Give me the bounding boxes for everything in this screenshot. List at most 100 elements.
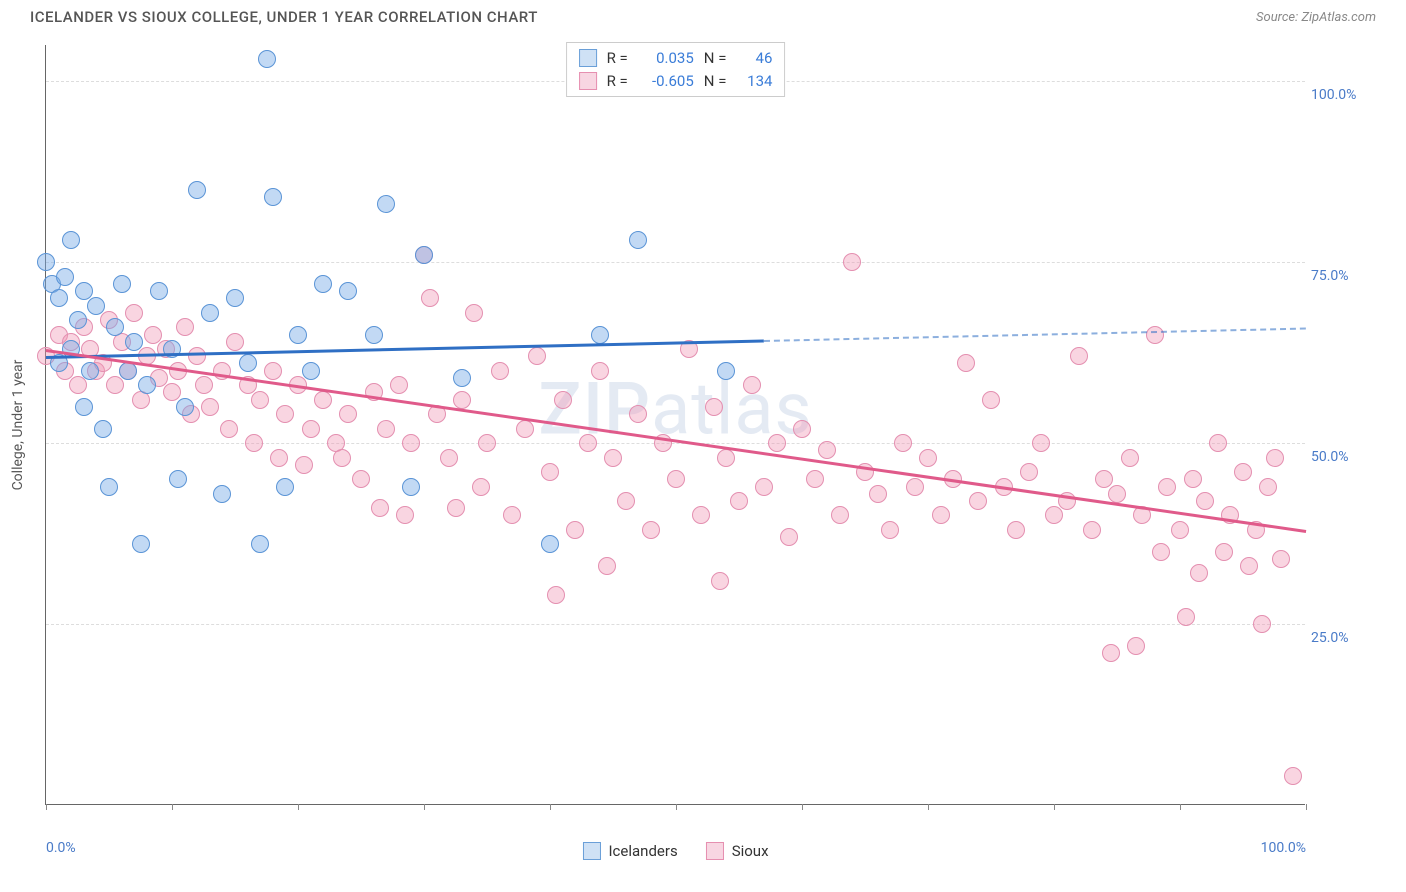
r-value-sioux: -0.605 — [638, 70, 694, 93]
scatter-point-sioux — [516, 420, 534, 438]
scatter-point-sioux — [1259, 478, 1277, 496]
scatter-point-icelanders — [81, 362, 99, 380]
scatter-point-sioux — [919, 449, 937, 467]
scatter-point-icelanders — [339, 282, 357, 300]
x-tick — [172, 804, 173, 810]
scatter-point-sioux — [453, 391, 471, 409]
scatter-point-icelanders — [541, 535, 559, 553]
scatter-point-icelanders — [289, 326, 307, 344]
n-value-icelanders: 46 — [736, 47, 772, 70]
correlation-row-sioux: R = -0.605 N = 134 — [579, 70, 773, 93]
scatter-point-sioux — [806, 470, 824, 488]
scatter-point-sioux — [270, 449, 288, 467]
scatter-point-sioux — [1102, 644, 1120, 662]
x-tick — [298, 804, 299, 810]
scatter-point-sioux — [377, 420, 395, 438]
y-tick-label: 100.0% — [1311, 87, 1391, 103]
x-tick — [550, 804, 551, 810]
scatter-point-icelanders — [226, 289, 244, 307]
r-label: R = — [607, 47, 628, 70]
scatter-point-sioux — [629, 405, 647, 423]
scatter-point-icelanders — [176, 398, 194, 416]
scatter-point-icelanders — [377, 195, 395, 213]
scatter-point-sioux — [1121, 449, 1139, 467]
scatter-point-sioux — [957, 354, 975, 372]
scatter-point-sioux — [1184, 470, 1202, 488]
scatter-point-icelanders — [125, 333, 143, 351]
scatter-point-sioux — [352, 470, 370, 488]
scatter-point-sioux — [465, 304, 483, 322]
x-tick-label: 100.0% — [1261, 840, 1306, 856]
swatch-icelanders — [579, 49, 597, 67]
scatter-point-sioux — [755, 478, 773, 496]
x-tick — [676, 804, 677, 810]
scatter-point-sioux — [440, 449, 458, 467]
r-value-icelanders: 0.035 — [638, 47, 694, 70]
scatter-point-icelanders — [276, 478, 294, 496]
scatter-point-sioux — [793, 420, 811, 438]
source-attribution: Source: ZipAtlas.com — [1256, 10, 1376, 25]
scatter-point-sioux — [932, 506, 950, 524]
r-label: R = — [607, 70, 628, 93]
scatter-point-icelanders — [213, 485, 231, 503]
y-tick-label: 75.0% — [1311, 268, 1391, 284]
scatter-point-icelanders — [629, 231, 647, 249]
scatter-point-sioux — [396, 506, 414, 524]
scatter-point-sioux — [1215, 543, 1233, 561]
scatter-point-sioux — [1083, 521, 1101, 539]
scatter-point-icelanders — [113, 275, 131, 293]
scatter-point-sioux — [1284, 767, 1302, 785]
x-tick — [802, 804, 803, 810]
scatter-point-sioux — [1007, 521, 1025, 539]
trendline-icelanders — [764, 327, 1306, 341]
scatter-point-sioux — [333, 449, 351, 467]
scatter-point-sioux — [339, 405, 357, 423]
scatter-point-sioux — [554, 391, 572, 409]
scatter-point-sioux — [1070, 347, 1088, 365]
scatter-point-icelanders — [365, 326, 383, 344]
series-legend: Icelanders Sioux — [582, 842, 768, 860]
scatter-point-sioux — [201, 398, 219, 416]
scatter-point-sioux — [1266, 449, 1284, 467]
scatter-point-sioux — [1032, 434, 1050, 452]
scatter-point-sioux — [1253, 615, 1271, 633]
legend-label-icelanders: Icelanders — [608, 842, 677, 860]
scatter-point-sioux — [447, 499, 465, 517]
scatter-point-icelanders — [75, 398, 93, 416]
n-label: N = — [704, 47, 727, 70]
scatter-point-sioux — [692, 506, 710, 524]
scatter-point-icelanders — [138, 376, 156, 394]
swatch-sioux — [579, 72, 597, 90]
scatter-point-sioux — [894, 434, 912, 452]
x-tick — [1180, 804, 1181, 810]
scatter-point-sioux — [220, 420, 238, 438]
scatter-point-sioux — [302, 420, 320, 438]
y-axis-label: College, Under 1 year — [10, 359, 26, 490]
scatter-point-sioux — [906, 478, 924, 496]
scatter-point-sioux — [245, 434, 263, 452]
scatter-point-sioux — [541, 463, 559, 481]
x-tick — [1306, 804, 1307, 810]
correlation-row-icelanders: R = 0.035 N = 46 — [579, 47, 773, 70]
scatter-point-icelanders — [188, 181, 206, 199]
scatter-point-sioux — [730, 492, 748, 510]
scatter-point-icelanders — [69, 311, 87, 329]
scatter-point-sioux — [579, 434, 597, 452]
scatter-point-icelanders — [302, 362, 320, 380]
n-value-sioux: 134 — [736, 70, 772, 93]
legend-label-sioux: Sioux — [732, 842, 769, 860]
scatter-point-sioux — [1171, 521, 1189, 539]
scatter-point-sioux — [831, 506, 849, 524]
scatter-point-sioux — [195, 376, 213, 394]
scatter-point-icelanders — [169, 470, 187, 488]
x-tick — [1054, 804, 1055, 810]
source-name: ZipAtlas.com — [1301, 10, 1376, 25]
scatter-point-sioux — [598, 557, 616, 575]
legend-item-icelanders: Icelanders — [582, 842, 677, 860]
scatter-point-icelanders — [314, 275, 332, 293]
scatter-point-sioux — [642, 521, 660, 539]
scatter-point-icelanders — [264, 188, 282, 206]
scatter-point-sioux — [969, 492, 987, 510]
scatter-point-icelanders — [100, 478, 118, 496]
x-tick — [424, 804, 425, 810]
